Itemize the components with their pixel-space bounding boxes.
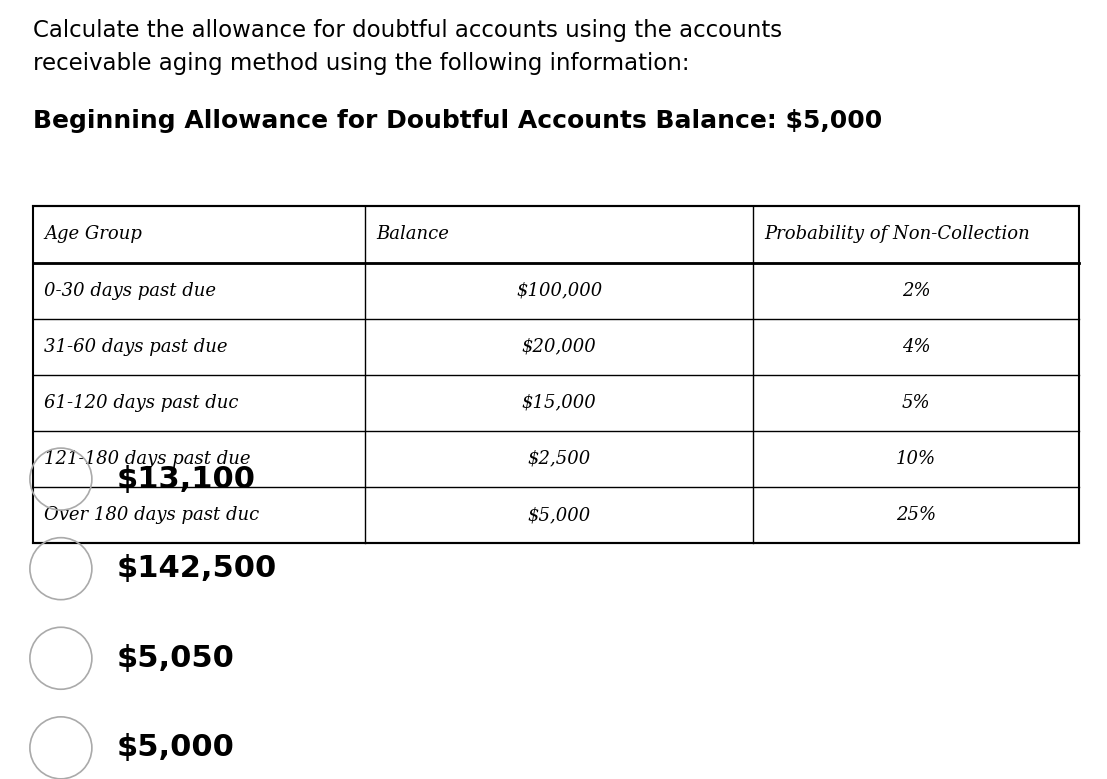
FancyBboxPatch shape	[33, 206, 1079, 543]
Text: 31-60 days past due: 31-60 days past due	[44, 337, 228, 356]
Text: receivable aging method using the following information:: receivable aging method using the follow…	[33, 52, 690, 76]
Text: $13,100: $13,100	[116, 464, 256, 494]
Text: Balance: Balance	[376, 225, 449, 244]
Text: $2,500: $2,500	[527, 449, 591, 468]
Text: 10%: 10%	[896, 449, 937, 468]
Text: 61-120 days past duc: 61-120 days past duc	[44, 393, 239, 412]
Text: $20,000: $20,000	[521, 337, 597, 356]
Text: $15,000: $15,000	[521, 393, 597, 412]
Text: 5%: 5%	[902, 393, 930, 412]
Text: Beginning Allowance for Doubtful Accounts Balance: $5,000: Beginning Allowance for Doubtful Account…	[33, 109, 882, 133]
Text: $142,500: $142,500	[116, 554, 277, 583]
Text: Calculate the allowance for doubtful accounts using the accounts: Calculate the allowance for doubtful acc…	[33, 19, 783, 43]
Text: 121-180 days past due: 121-180 days past due	[44, 449, 251, 468]
Text: Over 180 days past duc: Over 180 days past duc	[44, 506, 259, 524]
Text: 2%: 2%	[902, 281, 930, 300]
Text: $5,050: $5,050	[116, 643, 234, 673]
Text: Age Group: Age Group	[44, 225, 142, 244]
Text: Probability of Non-Collection: Probability of Non-Collection	[764, 225, 1030, 244]
Text: 25%: 25%	[896, 506, 937, 524]
Text: 0-30 days past due: 0-30 days past due	[44, 281, 216, 300]
Text: 4%: 4%	[902, 337, 930, 356]
Text: $5,000: $5,000	[116, 733, 234, 763]
Text: $100,000: $100,000	[516, 281, 602, 300]
Text: $5,000: $5,000	[527, 506, 591, 524]
